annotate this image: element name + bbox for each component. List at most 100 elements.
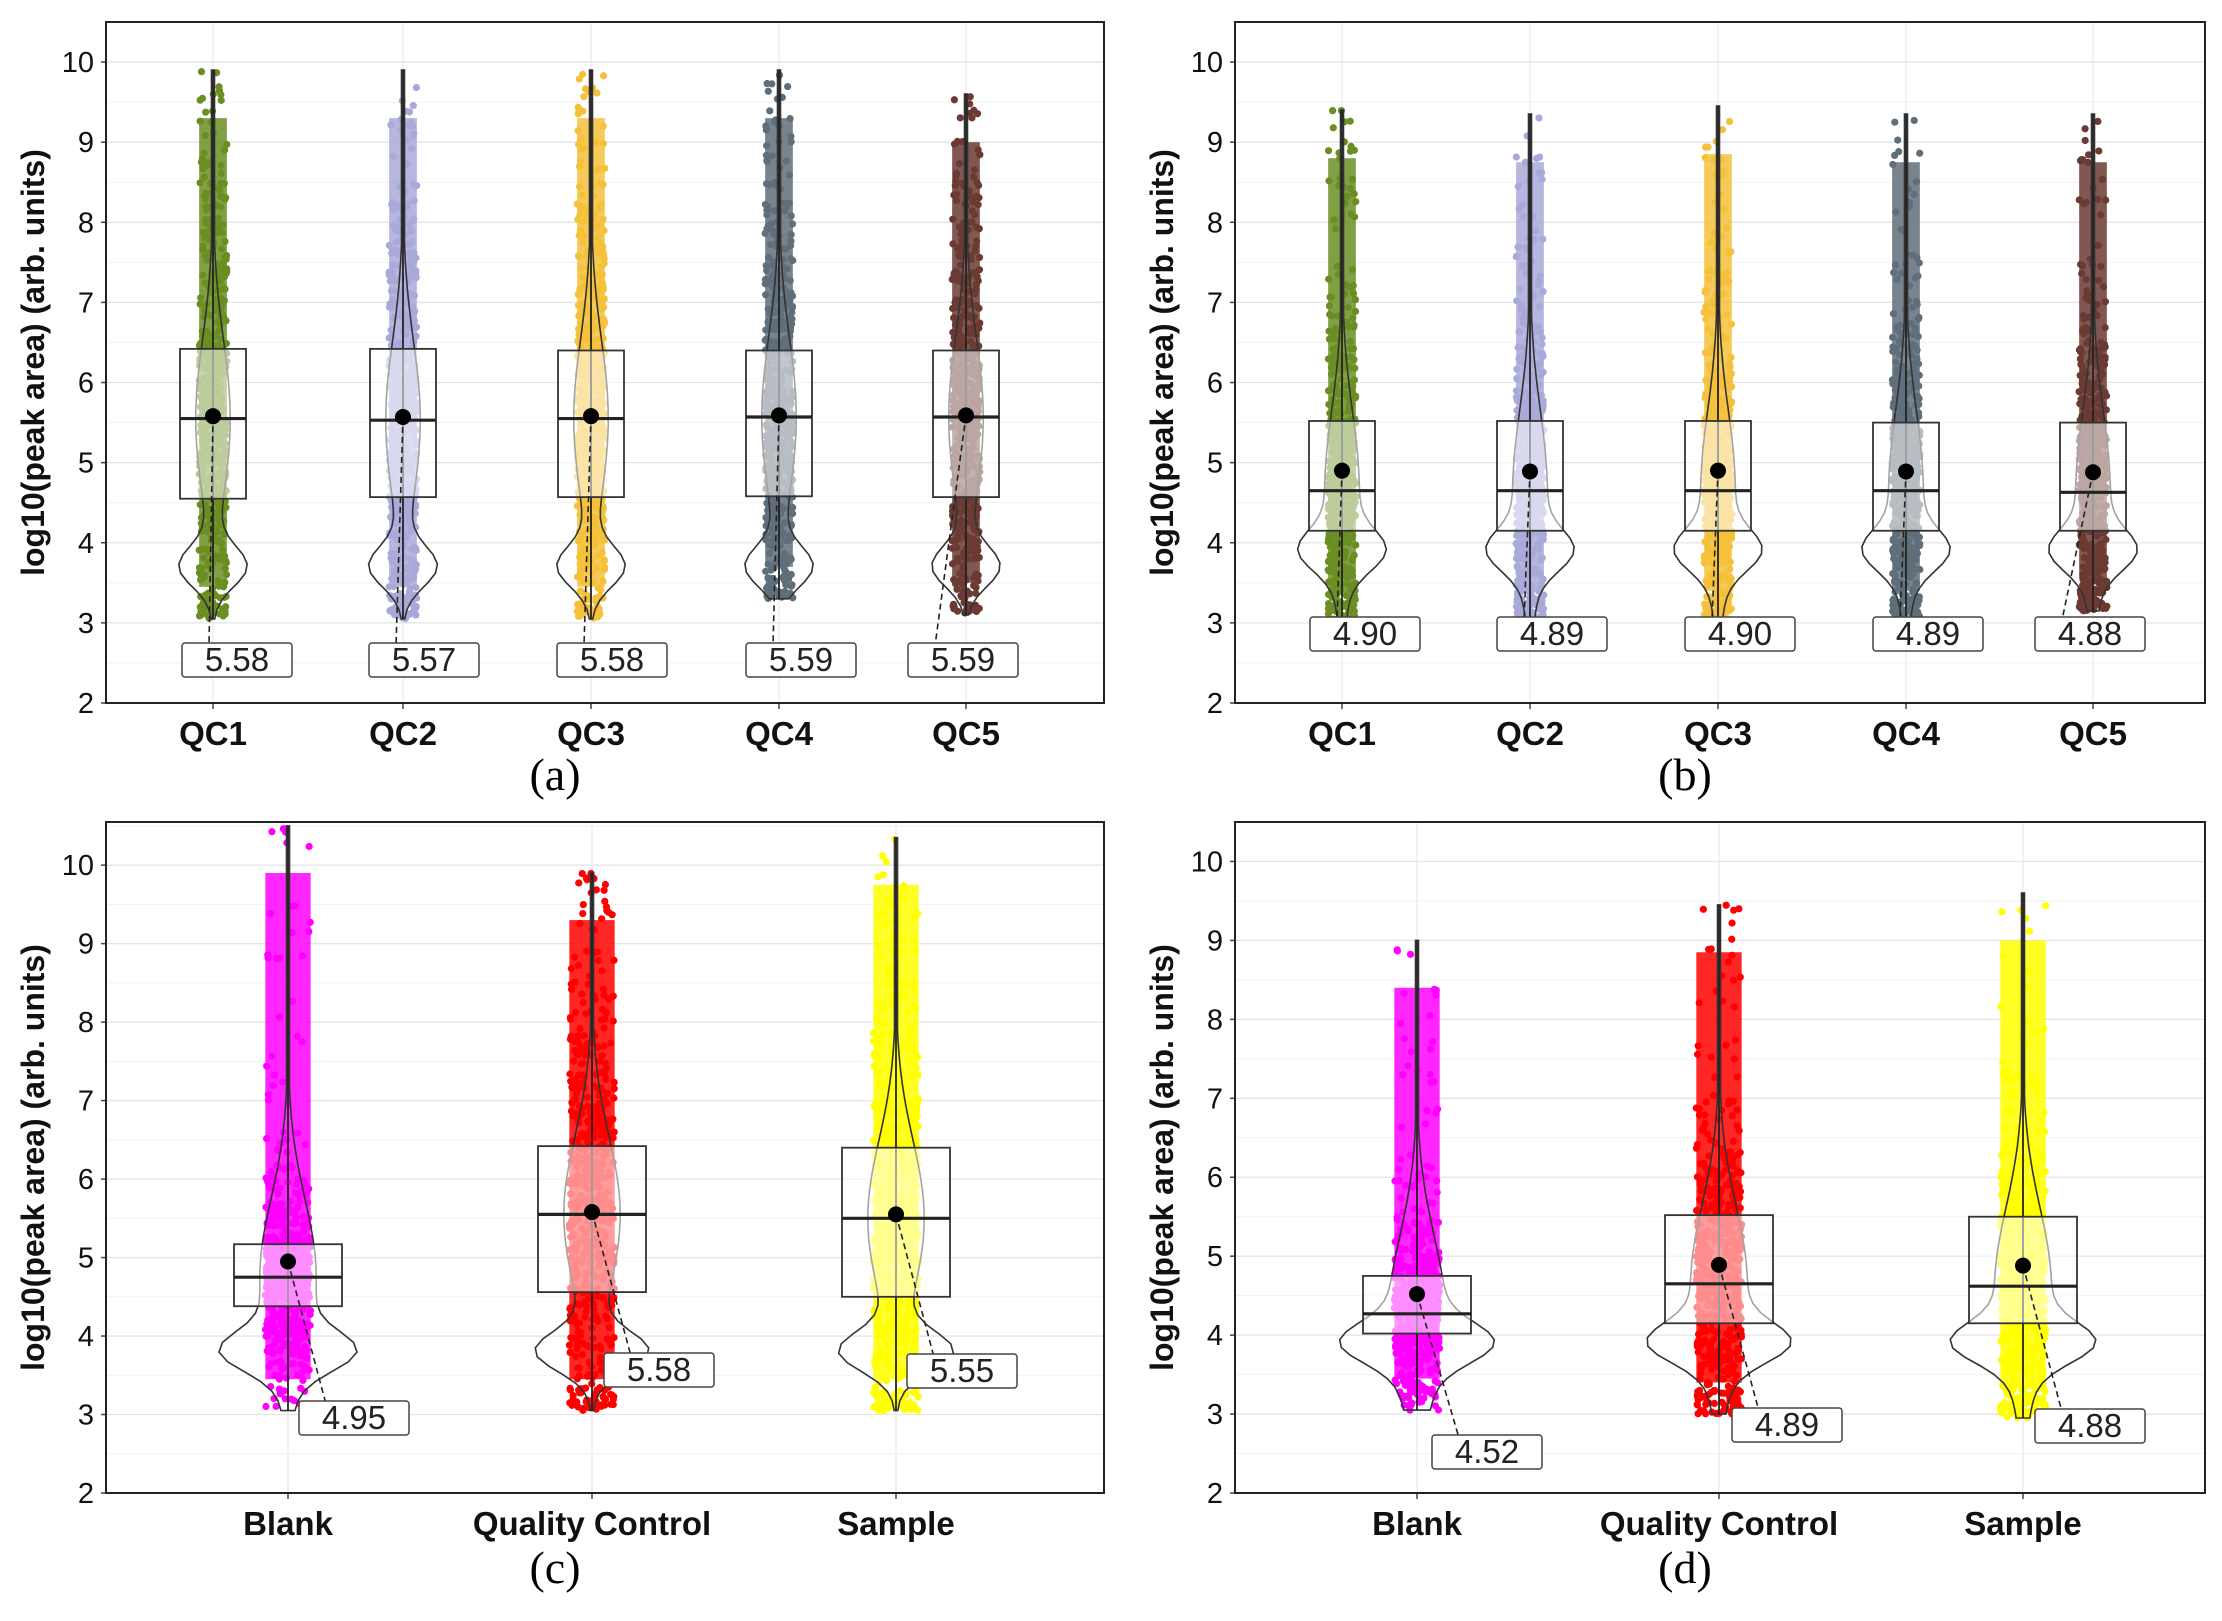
data-point (968, 114, 976, 122)
mean-point (1522, 463, 1538, 480)
mean-label-box (181, 642, 293, 678)
mean-label: 4.90 (1333, 615, 1397, 652)
y-tick-label: 9 (78, 127, 94, 159)
y-tick-label: 5 (1207, 448, 1223, 480)
data-point (412, 611, 420, 619)
y-tick-label: 5 (78, 448, 94, 480)
mean-label: 4.89 (1896, 615, 1960, 652)
data-point (219, 612, 227, 620)
mean-leader (934, 415, 967, 647)
data-point (1889, 604, 1898, 613)
data-point (784, 82, 792, 91)
y-tick-label: 10 (62, 47, 94, 79)
category-qc1: 5.58 QC1 (177, 68, 293, 752)
mean-label: 4.90 (1708, 615, 1772, 652)
data-point (1916, 149, 1924, 157)
data-point (1328, 107, 1337, 115)
data-point (198, 94, 207, 102)
data-point (764, 87, 772, 95)
data-point (1910, 116, 1918, 125)
category-qc1: 4.90 QC1 (1296, 106, 1421, 752)
mean-label: 5.59 (931, 641, 995, 678)
mean-point (395, 408, 411, 425)
data-point (576, 587, 585, 595)
y-tick-label: 2 (78, 688, 94, 720)
box (745, 349, 813, 498)
data-point (963, 587, 971, 595)
mean-label: 5.58 (580, 641, 644, 678)
mean-point (205, 408, 221, 425)
data-point (202, 108, 210, 116)
data-point (403, 599, 411, 607)
x-tick-label: QC5 (932, 715, 1000, 752)
y-tick-label: 4 (78, 528, 94, 560)
data-point (950, 96, 958, 104)
data-point (1348, 609, 1356, 617)
data-point (1350, 601, 1358, 609)
mean-label-box (556, 642, 668, 678)
mean-point (771, 407, 787, 424)
y-tick-label: 6 (1207, 368, 1223, 400)
data-point (409, 601, 417, 609)
category-qc3: 5.58 QC3 (555, 69, 668, 752)
data-point (1898, 589, 1906, 597)
data-point (782, 581, 790, 589)
y-tick-label: 4 (1207, 528, 1223, 560)
data-point (222, 603, 230, 611)
mean-point (1334, 462, 1350, 479)
data-point (2095, 147, 2103, 155)
data-point (405, 588, 413, 596)
mean-leader (395, 416, 404, 647)
data-point (971, 606, 979, 614)
x-tick-label: QC1 (179, 715, 247, 752)
y-tick-label: 7 (1207, 287, 1223, 319)
data-point (762, 567, 770, 575)
data-point (972, 589, 980, 597)
x-tick-label: QC4 (1872, 715, 1941, 752)
data-point (197, 608, 205, 616)
mean-label-box (907, 642, 1019, 678)
mean-leader (208, 416, 214, 647)
data-point (782, 571, 790, 579)
x-tick-label: QC1 (1308, 715, 1376, 752)
y-axis-label: log10(peak area) (arb. units) (15, 149, 51, 576)
mean-point (958, 407, 974, 424)
data-point (1912, 606, 1920, 614)
data-point (1891, 151, 1899, 160)
plot-border (105, 21, 1105, 704)
data-point (593, 89, 601, 97)
mean-label: 4.89 (1520, 615, 1584, 652)
data-point (1512, 153, 1520, 161)
data-point (966, 93, 974, 101)
data-point (579, 70, 587, 78)
data-point (972, 583, 980, 592)
data-point (768, 80, 776, 88)
y-tick-label: 3 (1207, 608, 1223, 640)
data-point (596, 610, 604, 618)
y-tick-label: 7 (78, 287, 94, 319)
y-tick-label: 9 (1207, 127, 1223, 159)
data-point (217, 96, 225, 104)
data-point (764, 582, 772, 590)
data-point (958, 581, 967, 589)
data-point (1701, 600, 1709, 608)
data-point (409, 102, 417, 110)
data-point (953, 585, 961, 593)
mean-label: 5.58 (205, 641, 269, 678)
x-tick-label: QC2 (1496, 715, 1564, 752)
mean-leader (583, 416, 592, 647)
x-tick-label: QC3 (1684, 715, 1752, 752)
data-point (1329, 124, 1337, 132)
y-tick-label: 6 (78, 368, 94, 400)
x-tick-label: QC3 (557, 715, 625, 752)
data-point (950, 605, 958, 613)
data-point (1535, 114, 1543, 122)
data-point (576, 603, 584, 611)
mean-label-box (745, 642, 857, 678)
y-tick-label: 3 (78, 608, 94, 640)
panel-letter: (a) (529, 749, 580, 800)
x-tick-label: QC4 (745, 715, 814, 752)
